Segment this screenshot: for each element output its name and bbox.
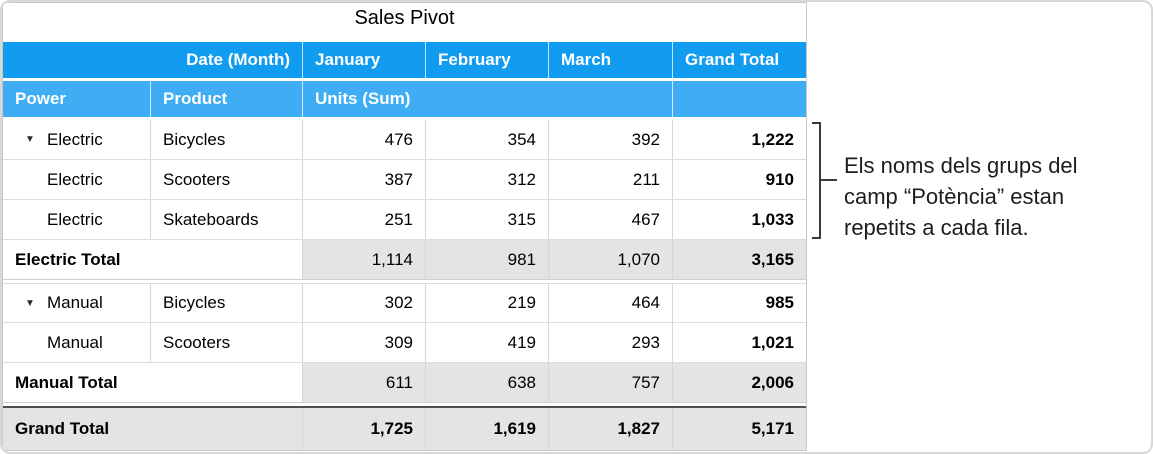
cell-february[interactable]: 315 xyxy=(426,200,549,239)
cell-grand-total[interactable]: 1,033 xyxy=(751,209,794,229)
cell-power[interactable]: Manual xyxy=(3,323,151,362)
cell-january[interactable]: 302 xyxy=(303,284,426,322)
callout-text: Els noms dels grups del camp “Potència” … xyxy=(844,153,1078,240)
cell-grand-total[interactable]: 3,165 xyxy=(673,240,806,279)
callout-bracket xyxy=(812,122,821,239)
disclosure-triangle-icon[interactable]: ▼ xyxy=(25,297,35,309)
cell-grand-total[interactable]: 985 xyxy=(765,293,794,312)
cell-product[interactable]: Skateboards xyxy=(151,200,303,239)
cell-january[interactable]: 1,114 xyxy=(303,240,426,279)
cell-february[interactable]: 312 xyxy=(426,160,549,199)
pivot-row-grand-total: Grand Total 1,725 1,619 1,827 5,171 xyxy=(3,406,806,450)
cell-march[interactable]: 1,070 xyxy=(549,240,673,279)
cell-product[interactable]: Scooters xyxy=(151,160,303,199)
cell-february[interactable]: 354 xyxy=(426,120,549,159)
cell-march[interactable]: 467 xyxy=(549,200,673,239)
power-label: Manual xyxy=(47,293,103,312)
cell-total-label[interactable]: Electric Total xyxy=(3,240,303,279)
cell-power[interactable]: Electric xyxy=(3,160,151,199)
header-product[interactable]: Product xyxy=(151,81,303,117)
cell-march[interactable]: 757 xyxy=(549,363,673,402)
pivot-row-electric-skateboards: Electric Skateboards 251 315 467 1,033 xyxy=(3,200,806,240)
cell-product[interactable]: Bicycles xyxy=(151,284,303,322)
cell-january[interactable]: 387 xyxy=(303,160,426,199)
header-units-sum[interactable]: Units (Sum) xyxy=(303,81,673,117)
cell-grand-total[interactable]: 2,006 xyxy=(673,363,806,402)
divider xyxy=(3,280,806,283)
disclosure-triangle-icon[interactable]: ▼ xyxy=(25,134,35,145)
cell-power[interactable]: ▼ Electric xyxy=(3,120,151,159)
cell-february[interactable]: 219 xyxy=(426,284,549,322)
pivot-table: Sales Pivot Date (Month) January Februar… xyxy=(2,2,807,451)
pivot-row-manual-scooters: Manual Scooters 309 419 293 1,021 xyxy=(3,323,806,363)
cell-grand-total[interactable]: 5,171 xyxy=(673,408,806,450)
cell-grand-total[interactable]: 910 xyxy=(765,169,794,189)
callout-connector-line xyxy=(821,179,837,181)
cell-grand-total[interactable]: 1,222 xyxy=(751,129,794,149)
cell-january[interactable]: 251 xyxy=(303,200,426,239)
cell-march[interactable]: 392 xyxy=(549,120,673,159)
header-empty-cell xyxy=(673,81,806,117)
cell-total-label[interactable]: Grand Total xyxy=(3,408,303,450)
cell-january[interactable]: 476 xyxy=(303,120,426,159)
header-power[interactable]: Power xyxy=(3,81,151,117)
cell-february[interactable]: 419 xyxy=(426,323,549,362)
header-march[interactable]: March xyxy=(549,42,673,78)
cell-product[interactable]: Scooters xyxy=(151,323,303,362)
cell-total-label[interactable]: Manual Total xyxy=(3,363,303,402)
cell-power[interactable]: ▼ Manual xyxy=(3,284,151,322)
cell-grand-total[interactable]: 1,021 xyxy=(751,332,794,352)
header-february[interactable]: February xyxy=(426,42,549,78)
cell-january[interactable]: 1,725 xyxy=(303,408,426,450)
cell-january[interactable]: 611 xyxy=(303,363,426,402)
pivot-row-manual-bicycles: ▼ Manual Bicycles 302 219 464 985 xyxy=(3,283,806,323)
cell-march[interactable]: 464 xyxy=(549,284,673,322)
divider xyxy=(3,33,806,42)
header-january[interactable]: January xyxy=(303,42,426,78)
cell-power[interactable]: Electric xyxy=(3,200,151,239)
field-header-row: Power Product Units (Sum) xyxy=(3,81,806,117)
table-title-row: Sales Pivot xyxy=(3,3,806,33)
column-header-row: Date (Month) January February March Gran… xyxy=(3,42,806,78)
cell-january[interactable]: 309 xyxy=(303,323,426,362)
pivot-row-manual-total: Manual Total 611 638 757 2,006 xyxy=(3,363,806,403)
pivot-row-electric-scooters: Electric Scooters 387 312 211 910 xyxy=(3,160,806,200)
pivot-row-electric-bicycles: ▼ Electric Bicycles 476 354 392 1,222 xyxy=(3,120,806,160)
header-grand-total[interactable]: Grand Total xyxy=(673,42,806,78)
header-date-month[interactable]: Date (Month) xyxy=(3,42,303,78)
divider xyxy=(3,117,806,120)
cell-february[interactable]: 638 xyxy=(426,363,549,402)
cell-march[interactable]: 293 xyxy=(549,323,673,362)
divider xyxy=(3,403,806,406)
pivot-row-electric-total: Electric Total 1,114 981 1,070 3,165 xyxy=(3,240,806,280)
cell-product[interactable]: Bicycles xyxy=(151,120,303,159)
cell-march[interactable]: 1,827 xyxy=(549,408,673,450)
cell-february[interactable]: 1,619 xyxy=(426,408,549,450)
table-title[interactable]: Sales Pivot xyxy=(354,6,455,29)
power-label: Electric xyxy=(47,129,103,149)
divider xyxy=(3,78,806,81)
cell-february[interactable]: 981 xyxy=(426,240,549,279)
cell-march[interactable]: 211 xyxy=(549,160,673,199)
